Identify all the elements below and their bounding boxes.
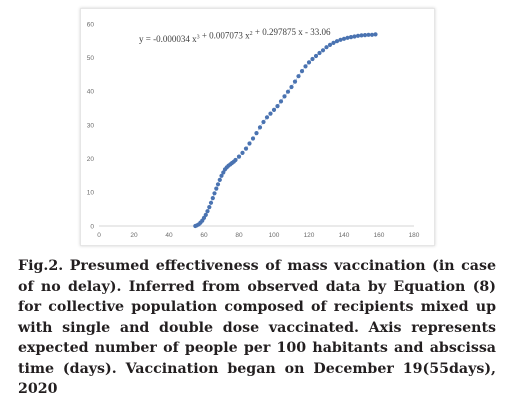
data-point: [306, 60, 312, 65]
data-point: [219, 173, 224, 178]
x-tick-label: 0: [97, 232, 101, 239]
data-point: [310, 56, 315, 62]
data-point: [303, 64, 308, 69]
data-point: [282, 94, 287, 99]
x-tick-label: 40: [165, 232, 173, 239]
data-point: [355, 33, 361, 38]
y-tick-label: 20: [87, 156, 95, 163]
data-point: [261, 119, 266, 125]
data-point: [324, 45, 329, 50]
data-point: [271, 107, 277, 112]
data-point: [345, 35, 350, 40]
data-point: [373, 32, 378, 37]
data-point: [215, 182, 221, 187]
y-tick-label: 50: [87, 55, 95, 62]
data-point: [236, 154, 242, 159]
figure-caption: Fig.2. Presumed effectiveness of mass va…: [18, 258, 496, 397]
y-tick-label: 0: [90, 223, 94, 230]
data-point: [320, 48, 326, 53]
data-point: [285, 89, 291, 94]
x-tick-label: 60: [200, 232, 208, 239]
x-tick-label: 80: [235, 232, 243, 239]
data-point: [362, 33, 368, 38]
data-point: [292, 79, 298, 84]
data-point: [348, 35, 354, 40]
data-point: [369, 32, 375, 37]
x-tick-label: 180: [409, 232, 420, 239]
data-point: [289, 84, 294, 90]
data-point: [275, 104, 280, 109]
data-point: [278, 99, 284, 104]
data-point: [221, 170, 226, 175]
data-point: [334, 39, 340, 44]
data-point: [327, 42, 333, 48]
data-point: [208, 200, 214, 205]
data-point: [210, 196, 215, 201]
x-tick-label: 100: [269, 232, 280, 239]
data-point: [240, 150, 245, 155]
data-point: [331, 40, 336, 45]
data-point: [366, 32, 371, 37]
x-tick-label: 20: [130, 232, 138, 239]
data-point: [205, 209, 210, 214]
y-tick-label: 40: [87, 89, 95, 96]
data-point: [359, 33, 364, 38]
data-point: [214, 186, 219, 191]
x-tick-label: 120: [304, 232, 315, 239]
data-point: [243, 146, 249, 151]
data-point: [299, 69, 305, 74]
data-point: [264, 115, 270, 120]
trendline-equation: y = -0.000034 x3 + 0.007073 x2 + 0.29787…: [139, 27, 331, 44]
chart-frame: 0 20 40 60 80 100 120 140 160 180 0 10 20 30 40 50 60 y =…: [80, 8, 435, 246]
data-point: [207, 205, 212, 210]
data-point: [233, 157, 238, 163]
data-point: [217, 177, 222, 182]
data-point: [352, 34, 357, 39]
data-point: [338, 37, 343, 42]
y-tick-label: 60: [87, 21, 95, 28]
data-point: [296, 74, 301, 79]
data-point: [203, 212, 208, 217]
data-point: [313, 53, 319, 59]
y-tick-label: 10: [87, 190, 95, 197]
y-tick-label: 30: [87, 122, 95, 129]
data-point: [317, 50, 322, 56]
data-point: [254, 131, 259, 136]
chart-plot: 0 20 40 60 80 100 120 140 160 180 0 10 20 30 40 50 60 y =…: [87, 21, 420, 239]
x-tick-label: 160: [374, 232, 385, 239]
trendline: [195, 34, 376, 227]
data-point: [212, 191, 217, 196]
data-point: [257, 125, 263, 130]
x-tick-label: 140: [339, 232, 350, 239]
data-point: [247, 141, 252, 146]
data-point: [268, 111, 273, 116]
data-point: [250, 136, 256, 141]
data-point: [341, 36, 347, 41]
